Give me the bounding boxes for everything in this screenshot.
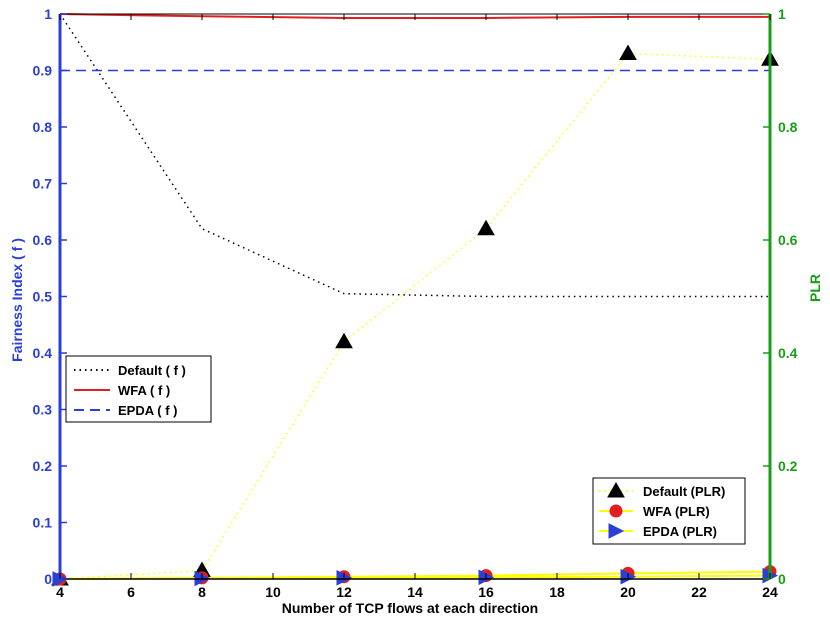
x-tick-label: 10 bbox=[265, 584, 281, 600]
x-tick-label: 20 bbox=[620, 584, 636, 600]
series-line-default-f bbox=[59, 13, 770, 298]
legend-label: WFA (PLR) bbox=[643, 504, 710, 519]
legend-label: Default ( f ) bbox=[118, 363, 186, 378]
y-right-tick-label: 0.8 bbox=[778, 119, 798, 135]
y-left-tick-label: 0.4 bbox=[33, 345, 53, 361]
y-left-tick-label: 0.1 bbox=[33, 515, 53, 531]
legend-marker bbox=[609, 504, 623, 518]
y-right-tick-label: 0.4 bbox=[778, 345, 798, 361]
x-tick-label: 8 bbox=[198, 584, 206, 600]
legend-label: EPDA (PLR) bbox=[643, 524, 717, 539]
y-left-tick-label: 0.5 bbox=[33, 289, 53, 305]
legend-label: Default (PLR) bbox=[643, 484, 725, 499]
y-left-tick-label: 0.8 bbox=[33, 119, 53, 135]
y-axis-left-label: Fairness Index ( f ) bbox=[9, 238, 25, 362]
x-tick-label: 12 bbox=[336, 584, 352, 600]
y-right-tick-label: 1 bbox=[778, 6, 786, 22]
legend-left: Default ( f ) WFA ( f ) EPDA ( f ) bbox=[65, 355, 212, 423]
x-tick-label: 6 bbox=[127, 584, 135, 600]
y-left-tick-label: 0.9 bbox=[33, 63, 53, 79]
x-tick-label: 18 bbox=[549, 584, 565, 600]
x-tick-label: 22 bbox=[691, 584, 707, 600]
ticks-layer: 4 6 8 10 12 14 16 18 20 22 2400.10.20.30.40.50.60.… bbox=[33, 6, 798, 600]
data-point-default-plr bbox=[335, 332, 353, 349]
legend-marker bbox=[608, 523, 625, 539]
x-tick-label: 14 bbox=[407, 584, 423, 600]
legend-marker bbox=[607, 481, 625, 498]
x-tick-label: 16 bbox=[478, 584, 494, 600]
data-point-default-plr bbox=[619, 44, 637, 61]
y-left-tick-label: 1 bbox=[44, 6, 52, 22]
legend-right: Default (PLR) WFA (PLR) EPDA (PLR) bbox=[592, 477, 746, 545]
legend-label: WFA ( f ) bbox=[118, 383, 170, 398]
x-tick-label: 4 bbox=[56, 584, 64, 600]
x-tick-label: 24 bbox=[762, 584, 778, 600]
x-axis-label: Number of TCP flows at each direction bbox=[282, 600, 538, 616]
y-right-tick-label: 0 bbox=[778, 571, 786, 587]
y-right-tick-label: 0.2 bbox=[778, 458, 798, 474]
y-left-tick-label: 0.7 bbox=[33, 176, 53, 192]
y-left-tick-label: 0 bbox=[44, 571, 52, 587]
y-right-tick-label: 0.6 bbox=[778, 232, 798, 248]
data-point-default-plr bbox=[477, 219, 495, 236]
y-left-tick-label: 0.6 bbox=[33, 232, 53, 248]
y-left-tick-label: 0.2 bbox=[33, 458, 53, 474]
legend-label: EPDA ( f ) bbox=[118, 403, 177, 418]
series-line-default-plr bbox=[59, 52, 771, 580]
y-left-tick-label: 0.3 bbox=[33, 402, 53, 418]
y-axis-right-label: PLR bbox=[807, 274, 823, 302]
